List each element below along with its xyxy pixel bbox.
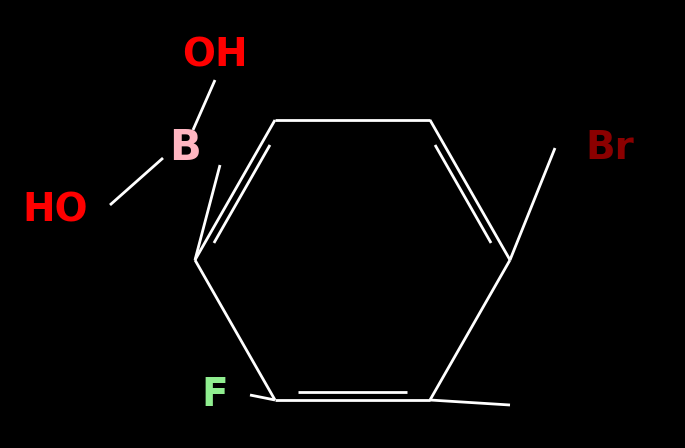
Text: HO: HO [22, 191, 88, 229]
Text: OH: OH [182, 36, 248, 74]
Text: F: F [201, 376, 228, 414]
Text: B: B [169, 127, 201, 169]
Text: Br: Br [586, 129, 634, 167]
